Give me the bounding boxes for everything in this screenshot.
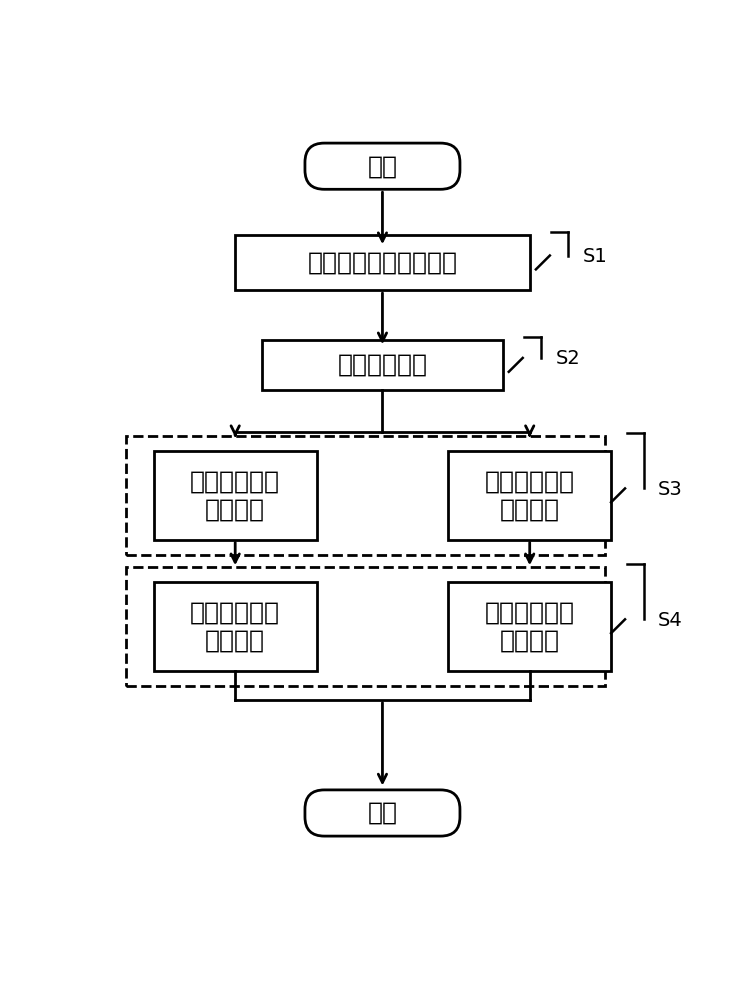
Bar <box>448 582 611 671</box>
Bar <box>154 582 317 671</box>
Text: 低风速段运行: 低风速段运行 <box>190 600 280 624</box>
Text: S4: S4 <box>657 611 682 630</box>
Text: 高风速段运行: 高风速段运行 <box>485 470 574 494</box>
Bar <box>235 235 530 290</box>
Text: 区域划分: 区域划分 <box>205 497 265 521</box>
Text: 低风速段运行: 低风速段运行 <box>190 470 280 494</box>
Text: S1: S1 <box>583 247 607 266</box>
Text: 区域划分: 区域划分 <box>500 497 560 521</box>
FancyBboxPatch shape <box>305 790 460 836</box>
Bar <box>126 436 605 555</box>
Text: 状态判定: 状态判定 <box>500 628 560 652</box>
Text: S2: S2 <box>555 349 580 368</box>
Text: 状态判定: 状态判定 <box>205 628 265 652</box>
Text: 风速区间划分: 风速区间划分 <box>338 353 427 377</box>
Bar <box>154 451 317 540</box>
Text: 运行数据获取及预处理: 运行数据获取及预处理 <box>308 250 457 274</box>
Text: S3: S3 <box>657 480 682 499</box>
Text: 开始: 开始 <box>368 154 397 178</box>
Text: 高风速段运行: 高风速段运行 <box>485 600 574 624</box>
Text: 结束: 结束 <box>368 801 397 825</box>
FancyBboxPatch shape <box>305 143 460 189</box>
Bar <box>126 567 605 686</box>
Bar <box>448 451 611 540</box>
Bar <box>262 340 503 390</box>
